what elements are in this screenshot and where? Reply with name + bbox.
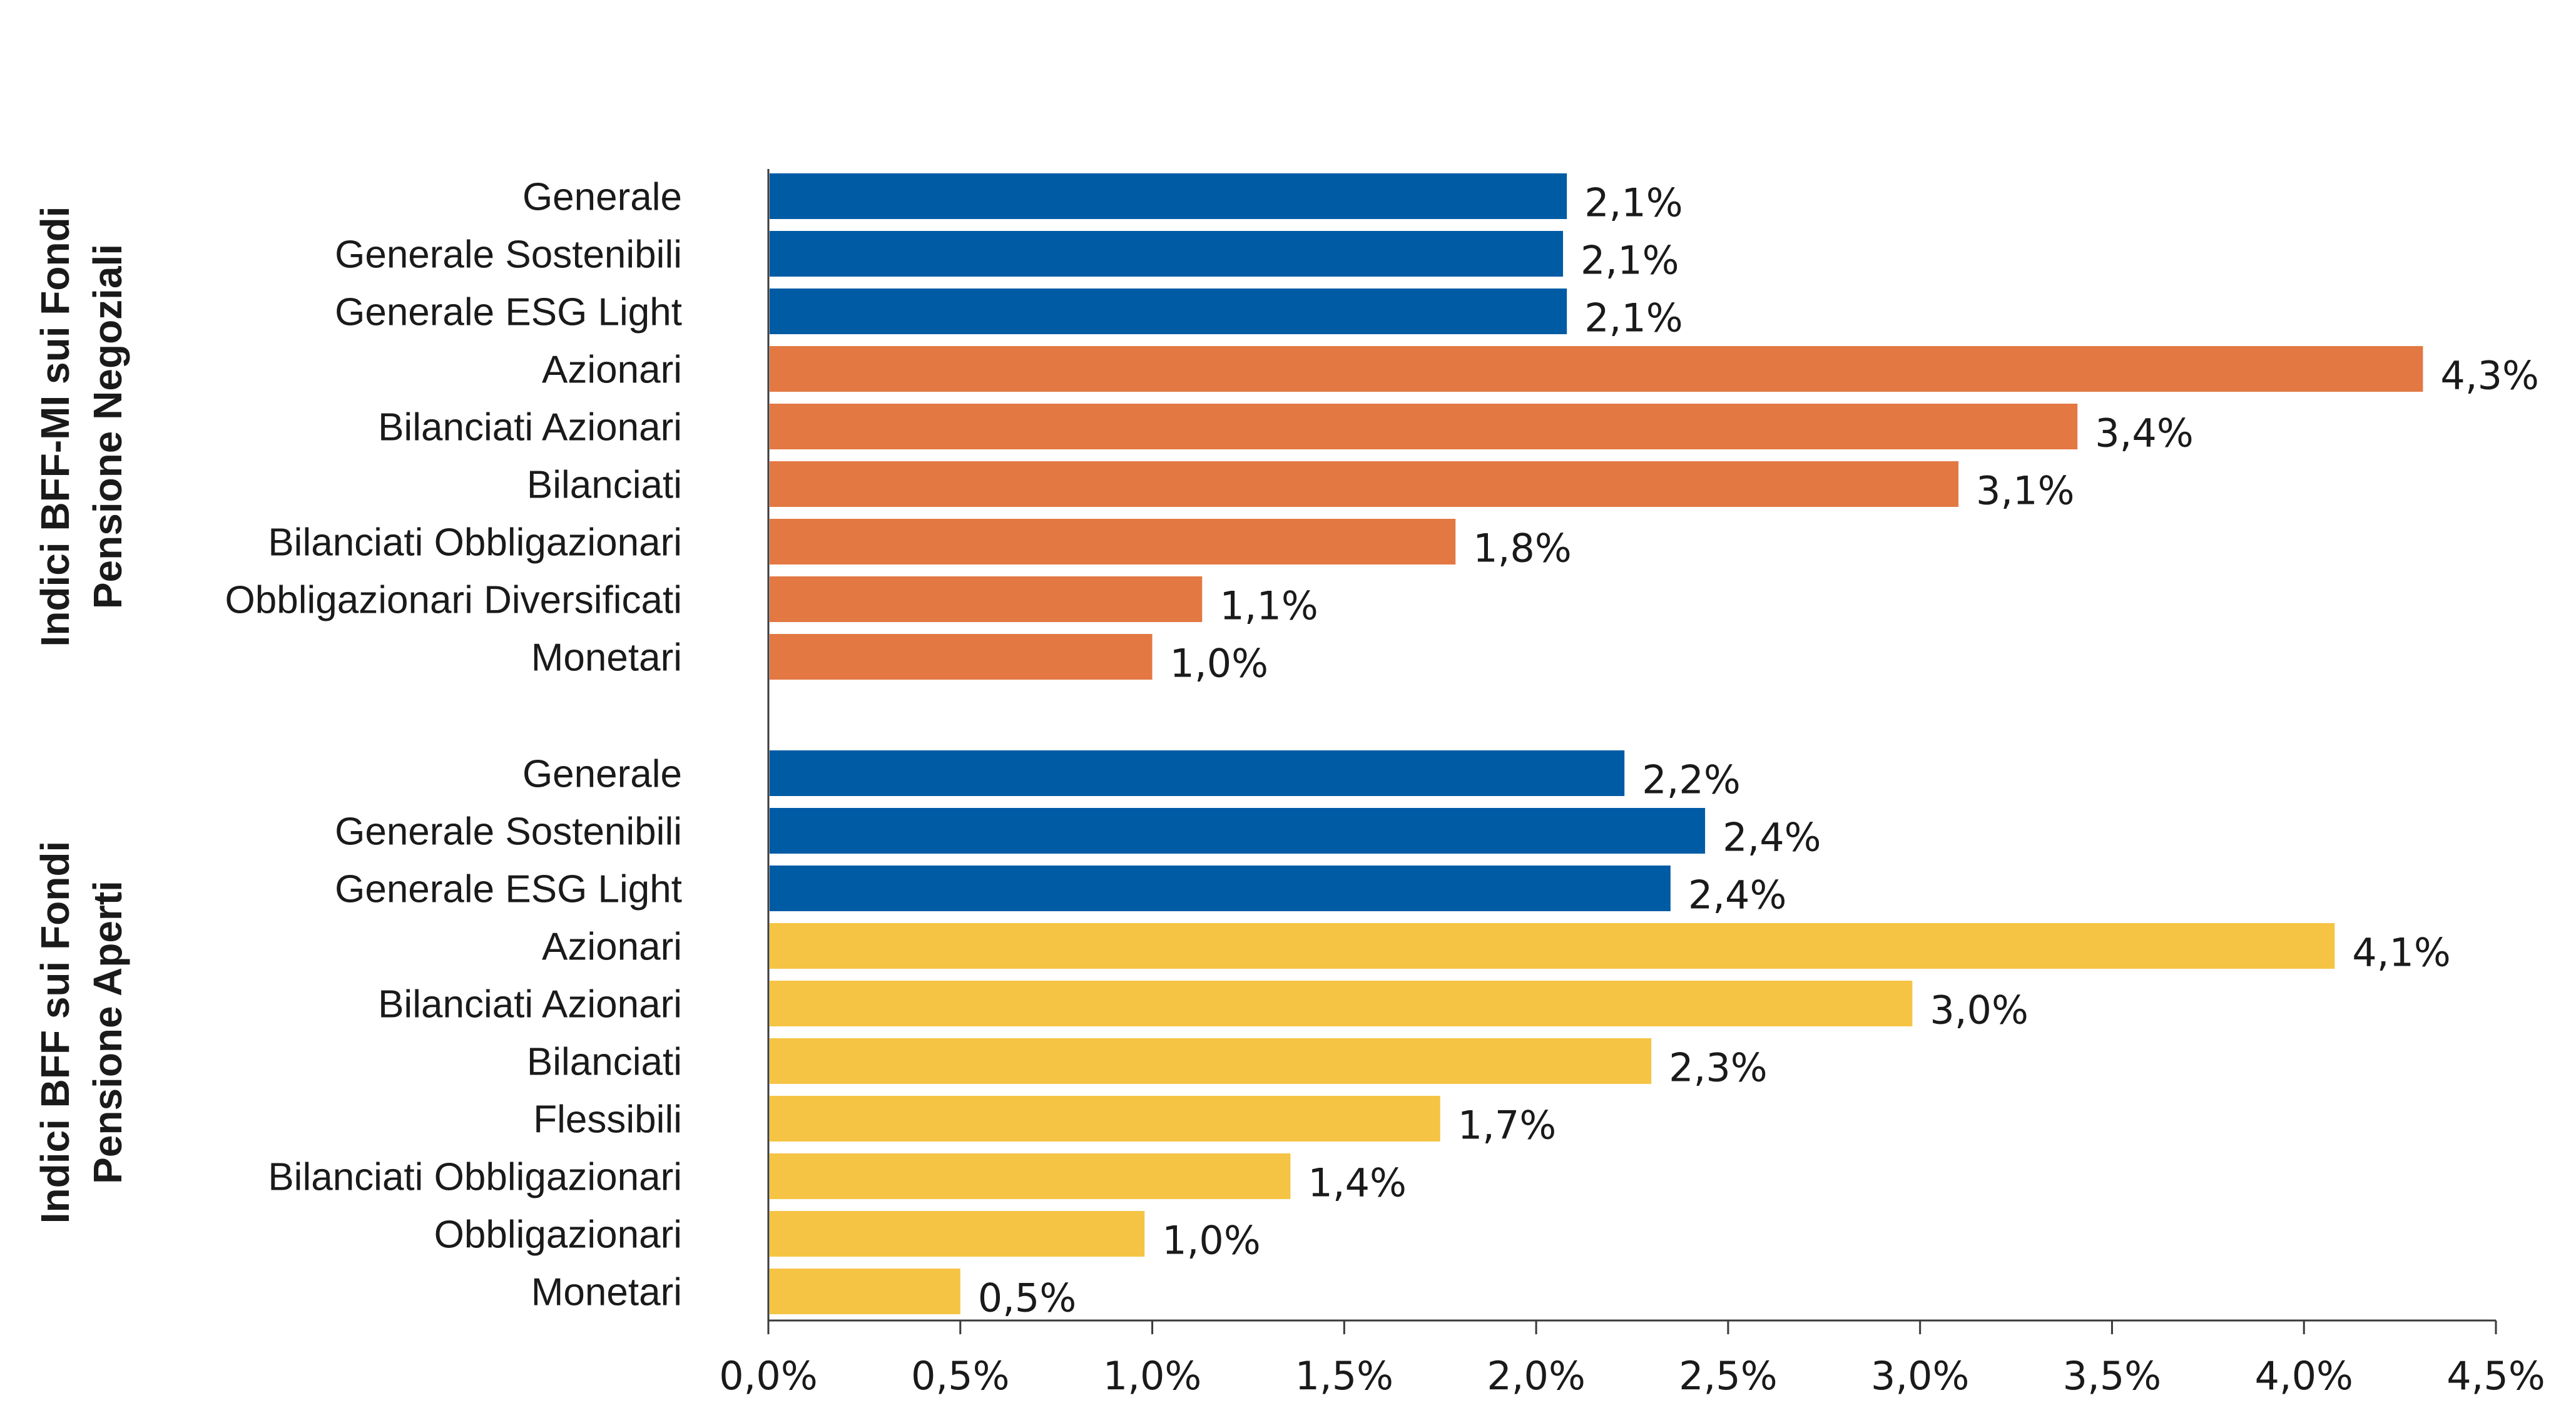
bar-2-3	[770, 866, 1671, 911]
data-label: 2,1%	[1584, 295, 1683, 341]
labels-layer: Generale 2,1% Generale Sostenibili 2,1% Gene…	[33, 176, 2539, 1321]
x-tick-label: 2,5%	[1679, 1353, 1778, 1399]
data-label: 2,4%	[1688, 872, 1787, 918]
group-label: Indici BFF-MI sui Fondi	[33, 207, 78, 647]
data-label: 1,4%	[1308, 1160, 1407, 1206]
bar-2-2	[770, 808, 1706, 854]
bar-2-5	[770, 981, 1913, 1026]
category-label: Flessibili	[533, 1098, 682, 1142]
bar-1-9	[770, 634, 1153, 680]
x-axis: 0,0% 0,5% 1,0% 1,5% 2,0% 2,5% 3,0% 3,5% 4,0% 4,5%	[719, 169, 2545, 1399]
data-label: 3,0%	[1930, 988, 2029, 1033]
data-label: 1,8%	[1473, 526, 1572, 571]
bar-1-3	[770, 289, 1567, 334]
x-tick-label: 2,0%	[1487, 1353, 1586, 1399]
data-label: 3,4%	[2095, 411, 2194, 456]
data-label: 3,1%	[1976, 468, 2075, 514]
category-label: Azionari	[542, 349, 682, 392]
category-label: Bilanciati	[527, 464, 682, 507]
bar-1-7	[770, 519, 1456, 564]
category-label: Generale Sostenibili	[335, 810, 682, 854]
bar-2-8	[770, 1153, 1291, 1199]
data-label: 1,1%	[1219, 583, 1318, 629]
bar-1-4	[770, 346, 2423, 392]
category-label: Monetari	[531, 636, 682, 680]
group-label: Indici BFF sui Fondi	[33, 841, 78, 1224]
x-tick-label: 4,5%	[2446, 1353, 2545, 1399]
category-label: Bilanciati	[527, 1041, 682, 1084]
category-label: Generale Sostenibili	[335, 233, 682, 277]
bar-2-1	[770, 750, 1625, 796]
bar-1-6	[770, 461, 1959, 507]
data-label: 2,1%	[1584, 180, 1683, 226]
x-tick-label: 0,0%	[719, 1353, 818, 1399]
bar-2-9	[770, 1211, 1145, 1257]
category-label: Azionari	[542, 926, 682, 969]
category-label: Bilanciati Azionari	[378, 406, 682, 449]
category-label: Bilanciati Obbligazionari	[268, 521, 682, 564]
data-label: 1,0%	[1170, 641, 1269, 687]
bar-2-6	[770, 1038, 1652, 1084]
data-label: 2,1%	[1581, 238, 1679, 283]
bar-1-2	[770, 231, 1564, 277]
category-label: Generale ESG Light	[335, 868, 682, 911]
x-tick-label: 1,5%	[1295, 1353, 1394, 1399]
category-label: Bilanciati Azionari	[378, 983, 682, 1026]
category-label: Generale ESG Light	[335, 291, 682, 334]
data-label: 4,3%	[2440, 353, 2539, 399]
category-label: Obbligazionari Diversificati	[225, 579, 683, 622]
x-tick-label: 1,0%	[1103, 1353, 1202, 1399]
group-label: Pensione Negoziali	[85, 244, 130, 609]
data-label: 1,0%	[1162, 1218, 1261, 1264]
category-label: Obbligazionari	[434, 1213, 682, 1257]
x-tick-label: 4,0%	[2254, 1353, 2353, 1399]
bar-2-4	[770, 923, 2335, 969]
data-label: 1,7%	[1458, 1103, 1557, 1148]
bar-1-8	[770, 576, 1203, 622]
bar-2-7	[770, 1096, 1440, 1142]
category-label: Generale	[522, 176, 682, 219]
category-label: Bilanciati Obbligazionari	[268, 1156, 682, 1199]
group-label: Pensione Aperti	[85, 881, 130, 1184]
data-label: 4,1%	[2352, 930, 2451, 976]
data-label: 2,4%	[1723, 815, 1821, 861]
data-label: 2,2%	[1642, 757, 1741, 803]
category-label: Monetari	[531, 1271, 682, 1314]
category-label: Generale	[522, 753, 682, 796]
bar-2-10	[770, 1269, 960, 1314]
bars-layer	[770, 173, 2423, 1314]
x-tick-label: 3,0%	[1871, 1353, 1970, 1399]
x-tick-label: 3,5%	[2063, 1353, 2162, 1399]
data-label: 0,5%	[978, 1275, 1077, 1321]
x-tick-label: 0,5%	[911, 1353, 1010, 1399]
bar-1-1	[770, 173, 1567, 219]
bar-1-5	[770, 404, 2078, 449]
data-label: 2,3%	[1669, 1045, 1768, 1091]
